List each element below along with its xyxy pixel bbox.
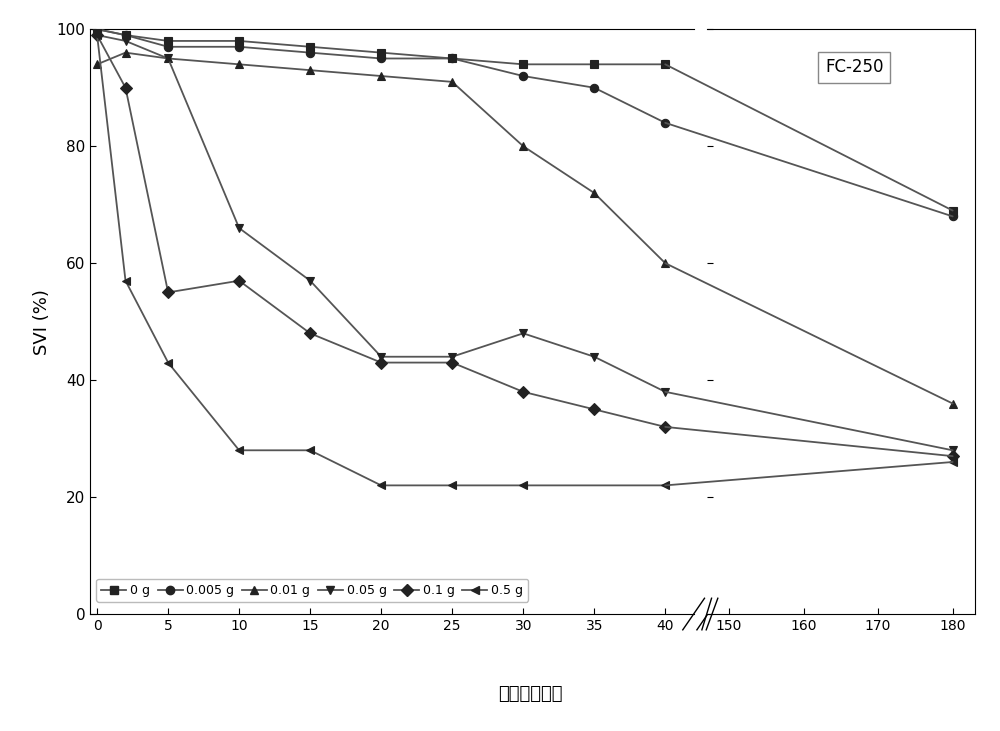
Legend: 0 g, 0.005 g, 0.01 g, 0.05 g, 0.1 g, 0.5 g: 0 g, 0.005 g, 0.01 g, 0.05 g, 0.1 g, 0.5… (96, 579, 528, 602)
Y-axis label: SVI (%): SVI (%) (33, 289, 51, 355)
Text: FC-250: FC-250 (825, 58, 884, 77)
Text: 时间（分钟）: 时间（分钟） (498, 686, 562, 703)
